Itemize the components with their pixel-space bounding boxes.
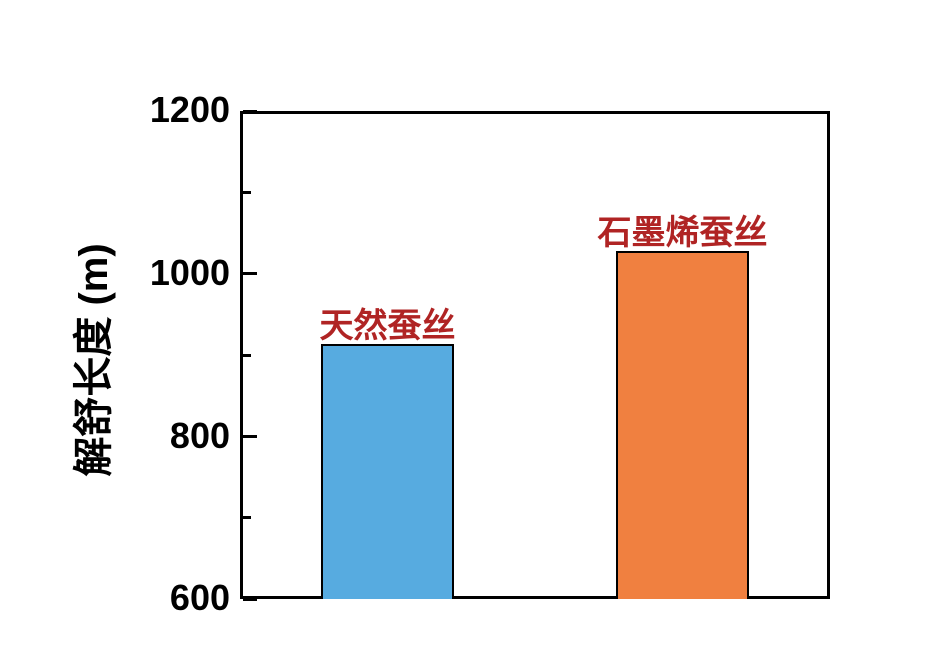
- y-tick-label: 800: [130, 415, 230, 457]
- y-major-tick: [243, 435, 257, 438]
- bar-label-natural-silk: 天然蚕丝: [258, 298, 518, 347]
- bar-graphene-silk: [616, 251, 749, 599]
- y-minor-tick: [243, 191, 251, 194]
- y-tick-label: 1000: [130, 252, 230, 294]
- y-major-tick: [243, 110, 257, 113]
- y-tick-label: 600: [130, 577, 230, 619]
- y-tick-label: 1200: [130, 89, 230, 131]
- y-major-tick: [243, 598, 257, 601]
- chart-canvas: 解舒长度 (m) 600 800 1000 1200 天然蚕丝石墨烯蚕丝: [0, 0, 947, 669]
- y-axis-label: 解舒长度 (m): [61, 116, 119, 604]
- y-major-tick: [243, 272, 257, 275]
- y-minor-tick: [243, 354, 251, 357]
- bar-label-graphene-silk: 石墨烯蚕丝: [553, 205, 813, 254]
- bar-natural-silk: [321, 344, 454, 599]
- y-minor-tick: [243, 516, 251, 519]
